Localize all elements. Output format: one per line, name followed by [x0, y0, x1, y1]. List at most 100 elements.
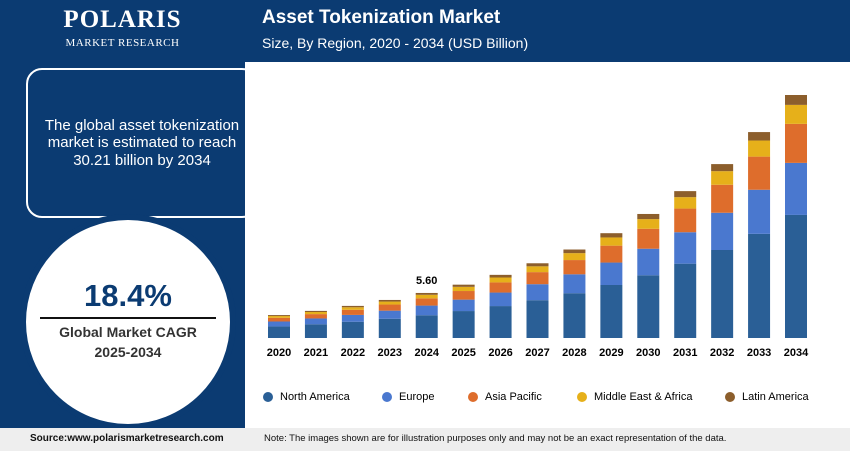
bar-segment [378, 301, 401, 305]
bar-segment [268, 316, 290, 318]
bar-segment [526, 263, 549, 267]
bar-segment [600, 262, 623, 285]
bar-segment [711, 212, 734, 251]
summary-text: The global asset tokenization market is … [44, 117, 240, 169]
bar-segment [341, 314, 364, 322]
bar-segment [563, 274, 586, 294]
bar-segment [785, 95, 807, 105]
x-tick-label: 2028 [562, 347, 586, 359]
logo-name: POLARIS [63, 6, 182, 33]
summary-box: The global asset tokenization market is … [26, 68, 258, 218]
bar-segment [452, 291, 475, 300]
bar-segment [785, 123, 807, 163]
bar-segment [711, 164, 734, 172]
bar-segment [526, 272, 549, 285]
bar-segment [452, 286, 475, 292]
bar-segment [341, 307, 364, 310]
bar-segment [748, 140, 771, 157]
bar-segment [674, 191, 697, 198]
bar-segment [563, 260, 586, 275]
legend-label: Europe [399, 391, 434, 403]
title-banner [245, 0, 850, 62]
bar-segment [341, 309, 364, 315]
cagr-rule [40, 317, 216, 319]
note: Note: The images shown are for illustrat… [264, 433, 727, 444]
bar-segment [268, 321, 290, 327]
chart: 2020 2021 2022 2023 2024 5.60 2025 2026 2027 2028… [263, 95, 810, 403]
legend-marker [263, 392, 273, 402]
x-tick-label: 2033 [747, 347, 771, 359]
bar-segment [785, 104, 807, 124]
bar-segment [341, 305, 364, 308]
bar-segment [415, 298, 438, 306]
logo-tagline: MARKET RESEARCH [65, 37, 180, 49]
bar-segment [304, 312, 327, 315]
bar-segment [600, 245, 623, 263]
bar-segment [748, 189, 771, 234]
bar-segment [415, 292, 438, 295]
bar-segment [563, 293, 586, 338]
bar-segment [600, 237, 623, 246]
bar-segment [526, 284, 549, 301]
bar-segment [378, 299, 401, 302]
bar-segment [748, 233, 771, 338]
bar-segment [268, 315, 290, 317]
bar-segment [304, 310, 327, 313]
bar-segment [415, 294, 438, 299]
bar-segment [600, 233, 623, 238]
bar-segment [637, 213, 660, 220]
legend-marker [468, 392, 478, 402]
bar-segment [415, 315, 438, 338]
bar-segment [452, 299, 475, 312]
legend-label: Asia Pacific [485, 391, 542, 403]
bar-segment [563, 253, 586, 261]
annotation: 5.60 [416, 275, 437, 287]
legend-marker [577, 392, 587, 402]
bar-segment [563, 249, 586, 254]
legend-marker [725, 392, 735, 402]
bar-segment [711, 184, 734, 213]
bar-segment [268, 317, 290, 322]
bar-segment [415, 305, 438, 316]
legend-label: Latin America [742, 391, 810, 403]
cagr-label: Global Market CAGR [59, 324, 197, 340]
bar-segment [748, 132, 771, 141]
x-tick-label: 2022 [341, 347, 365, 359]
bar-segment [785, 214, 807, 338]
bar-segment [637, 248, 660, 276]
bar-segment [637, 228, 660, 249]
bar-segment [304, 318, 327, 325]
bar-segment [748, 156, 771, 190]
bar-segment [711, 171, 734, 185]
bar-segment [600, 284, 623, 338]
bar-segment [378, 310, 401, 319]
cagr-value: 18.4% [84, 278, 172, 313]
legend-marker [382, 392, 392, 402]
bar-segment [304, 324, 327, 338]
x-tick-label: 2021 [304, 347, 328, 359]
x-tick-label: 2026 [488, 347, 512, 359]
x-tick-label: 2032 [710, 347, 734, 359]
bar-segment [489, 274, 512, 278]
bar-segment [674, 197, 697, 209]
x-tick-label: 2024 [414, 347, 439, 359]
bar-segment [526, 300, 549, 338]
source: Source:www.polarismarketresearch.com [30, 433, 224, 444]
bar-segment [489, 277, 512, 283]
bar-segment [785, 162, 807, 215]
cagr-period: 2025-2034 [94, 344, 162, 360]
footer [0, 428, 850, 451]
x-tick-label: 2027 [525, 347, 549, 359]
x-tick-label: 2030 [636, 347, 660, 359]
bar-segment [489, 306, 512, 338]
x-tick-label: 2029 [599, 347, 623, 359]
chart-title: Asset Tokenization Market [262, 7, 501, 28]
x-tick-label: 2020 [267, 347, 291, 359]
bar-segment [637, 275, 660, 338]
bar-segment [378, 318, 401, 338]
bar-segment [674, 208, 697, 233]
x-tick-label: 2034 [784, 347, 809, 359]
bar-segment [452, 284, 475, 287]
legend-label: North America [280, 391, 351, 403]
